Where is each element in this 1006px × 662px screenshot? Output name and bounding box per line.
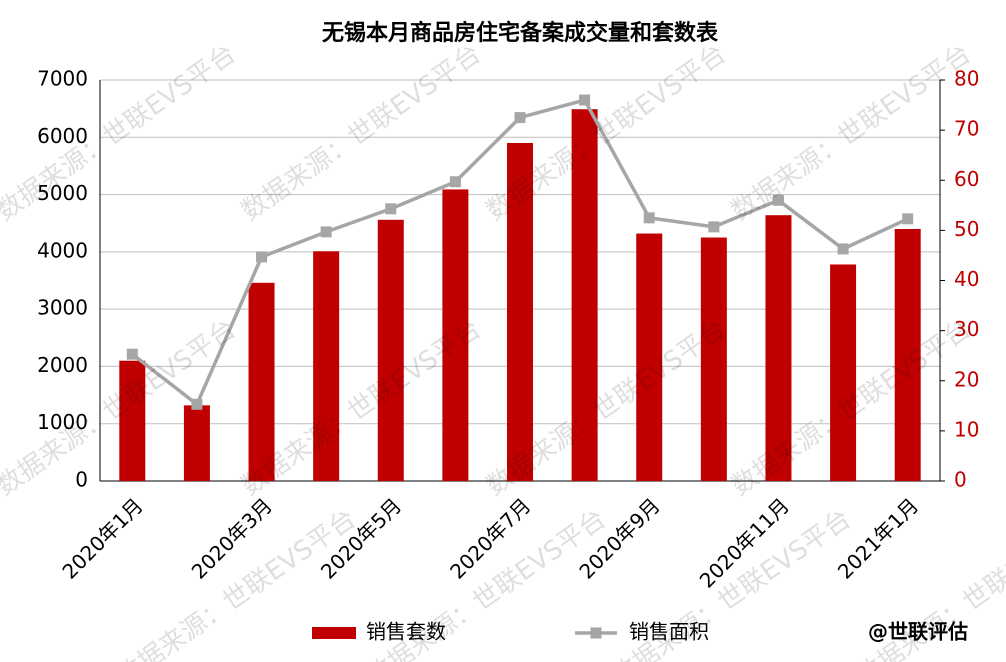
bar: [830, 264, 857, 481]
bar: [119, 360, 146, 481]
bar: [377, 219, 404, 481]
y-tick-label: 5000: [37, 181, 88, 205]
credit: @世联评估: [868, 620, 968, 644]
x-tick-label: 2020年1月: [57, 493, 147, 583]
bar: [894, 228, 921, 481]
x-tick-group: 2020年1月: [57, 493, 147, 583]
bar: [442, 189, 469, 481]
bar: [248, 282, 275, 481]
y2-tick-label: 80: [954, 67, 979, 91]
marker: [772, 194, 784, 206]
watermark: 数据来源：世联EVS平台: [481, 39, 731, 227]
y-tick-label: 4000: [37, 238, 88, 262]
marker: [385, 203, 397, 215]
legend-label: 销售面积: [629, 620, 709, 644]
marker: [902, 213, 914, 225]
bar: [571, 109, 598, 482]
marker: [320, 226, 332, 238]
legend-label: 销售套数: [366, 620, 446, 644]
y2-tick-label: 50: [954, 217, 979, 241]
chart-title: 无锡本月商品房住宅备案成交量和套数表: [322, 20, 719, 46]
bar: [507, 143, 533, 481]
bar: [700, 237, 727, 481]
watermark: 数据来源：世联EVS平台: [726, 39, 976, 227]
y2-tick-label: 40: [954, 267, 979, 291]
y2-tick-label: 60: [954, 167, 979, 191]
x-tick-label: 2021年1月: [833, 493, 923, 583]
y2-tick-label: 70: [954, 117, 979, 141]
y-tick-label: 1000: [37, 410, 88, 434]
y2-tick-label: 30: [954, 317, 979, 341]
y-tick-label: 3000: [37, 296, 88, 320]
bar: [183, 405, 210, 481]
marker: [643, 212, 655, 224]
marker: [579, 94, 591, 106]
y-tick-label: 0: [75, 468, 88, 492]
marker: [837, 243, 849, 255]
y2-tick-label: 0: [954, 468, 967, 492]
y-tick-label: 7000: [37, 67, 88, 91]
bar: [765, 215, 792, 482]
y2-tick-label: 20: [954, 367, 979, 391]
marker: [514, 112, 526, 124]
marker: [708, 221, 720, 233]
bar: [636, 233, 663, 481]
legend-marker: [590, 627, 602, 639]
y2-tick-label: 10: [954, 417, 979, 441]
marker: [191, 398, 203, 410]
marker: [256, 251, 268, 263]
legend-swatch: [312, 627, 356, 639]
marker: [126, 348, 138, 360]
bar: [313, 251, 340, 481]
marker: [449, 176, 461, 188]
x-tick-group: 2021年1月: [833, 493, 923, 583]
y-tick-label: 2000: [37, 353, 88, 377]
y-tick-label: 6000: [37, 124, 88, 148]
